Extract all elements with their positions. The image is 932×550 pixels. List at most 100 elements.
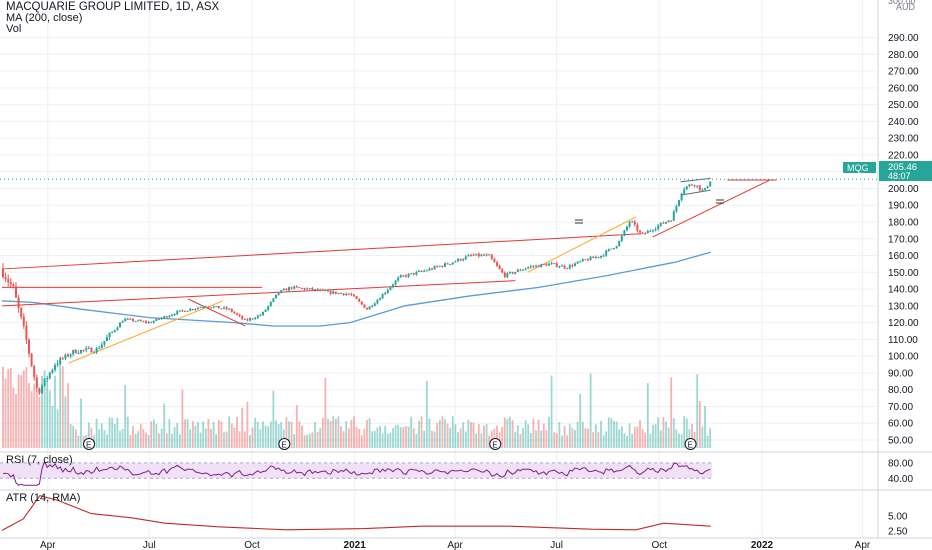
candle-body <box>4 277 7 280</box>
candle-body <box>363 304 366 308</box>
volume-bar <box>709 428 712 448</box>
volume-bar <box>56 409 59 448</box>
candle-body <box>264 309 267 312</box>
candle-body <box>566 268 569 270</box>
volume-bar <box>194 425 197 448</box>
volume-bar <box>392 427 394 448</box>
candle-body <box>7 279 10 283</box>
candle-body <box>709 181 712 187</box>
volume-bar <box>319 428 322 448</box>
volume-bar <box>30 391 33 448</box>
candle-body <box>327 290 329 292</box>
ma200-line <box>1 251 711 327</box>
volume-bar <box>236 416 238 448</box>
candle-body <box>228 308 231 310</box>
candle-body <box>15 286 17 298</box>
candle-body <box>683 189 686 194</box>
candle-body <box>464 256 467 260</box>
candle-body <box>574 263 576 267</box>
candle-body <box>199 307 202 309</box>
candle-body <box>592 256 595 258</box>
atr-tick-label: 5.00 <box>888 512 908 523</box>
volume-legend[interactable]: Vol <box>6 23 22 35</box>
ma-legend[interactable]: MA (200, close) <box>6 12 83 24</box>
candle-body <box>688 184 691 187</box>
volume-bar <box>605 431 608 448</box>
volume-bar <box>158 433 160 448</box>
volume-bar <box>311 432 314 448</box>
volume-bar <box>410 416 413 448</box>
time-tick-label: Apr <box>447 540 463 550</box>
volume-bar <box>480 433 483 448</box>
candle-body <box>293 286 296 289</box>
candle-body <box>613 248 615 250</box>
candle-body <box>662 222 665 224</box>
volume-bar <box>644 432 647 448</box>
candle-body <box>290 287 293 289</box>
candle-body <box>561 265 563 267</box>
candle-body <box>522 269 524 271</box>
volume-bar <box>527 424 530 448</box>
candle-body <box>480 254 483 257</box>
volume-bar <box>145 432 147 448</box>
volume-bar <box>277 424 280 448</box>
volume-bar <box>67 383 69 448</box>
volume-bar <box>464 431 467 448</box>
candle-body <box>342 293 345 295</box>
candle-body <box>698 185 701 191</box>
volume-bar <box>532 418 535 448</box>
volume-bar <box>121 428 124 448</box>
volume-bar <box>28 383 30 448</box>
candle-body <box>2 268 4 278</box>
volume-bar <box>275 420 277 448</box>
volume-bar <box>64 396 67 448</box>
candle-body <box>158 318 160 320</box>
candle-body <box>371 305 374 307</box>
volume-bar <box>350 419 353 448</box>
candle-body <box>145 321 147 323</box>
candle-body <box>41 385 43 394</box>
candle-body <box>308 288 311 290</box>
volume-bar <box>649 433 652 448</box>
volume-bar <box>342 431 345 448</box>
volume-bar <box>254 417 257 448</box>
candle-body <box>74 349 77 354</box>
trend-line <box>527 216 637 273</box>
price-tick-label: 190.00 <box>888 201 919 212</box>
candle-body <box>311 288 314 291</box>
candle-body <box>38 388 41 394</box>
volume-bar <box>433 431 436 448</box>
candle-body <box>337 292 340 294</box>
volume-bar <box>77 435 80 448</box>
candle-body <box>334 291 337 294</box>
volume-bar <box>399 427 402 448</box>
volume-bar <box>280 422 283 448</box>
rsi-line <box>2 460 711 486</box>
atr-legend[interactable]: ATR (14, RMA) <box>6 492 81 504</box>
rsi-legend[interactable]: RSI (7, close) <box>6 454 73 466</box>
earnings-marker <box>83 438 96 450</box>
volume-bar <box>597 431 600 448</box>
volume-bar <box>220 421 223 448</box>
volume-bar <box>340 426 342 448</box>
volume-bar <box>204 428 207 448</box>
candle-body <box>394 280 397 285</box>
volume-bar <box>38 396 41 448</box>
volume-bar <box>238 431 241 448</box>
candle-body <box>243 318 246 320</box>
volume-bar <box>87 422 90 448</box>
candle-body <box>262 311 264 316</box>
candle-body <box>301 287 303 289</box>
grid <box>0 0 878 538</box>
volume-bar <box>150 421 153 448</box>
volume-bar <box>548 416 550 448</box>
candle-body <box>230 308 233 312</box>
candle-body <box>277 292 280 295</box>
candle-body <box>186 310 189 312</box>
candle-body <box>340 292 342 294</box>
volume-bar <box>522 428 524 448</box>
candle-body <box>194 308 197 310</box>
candle-body <box>223 307 225 309</box>
volume-bar <box>696 374 699 448</box>
